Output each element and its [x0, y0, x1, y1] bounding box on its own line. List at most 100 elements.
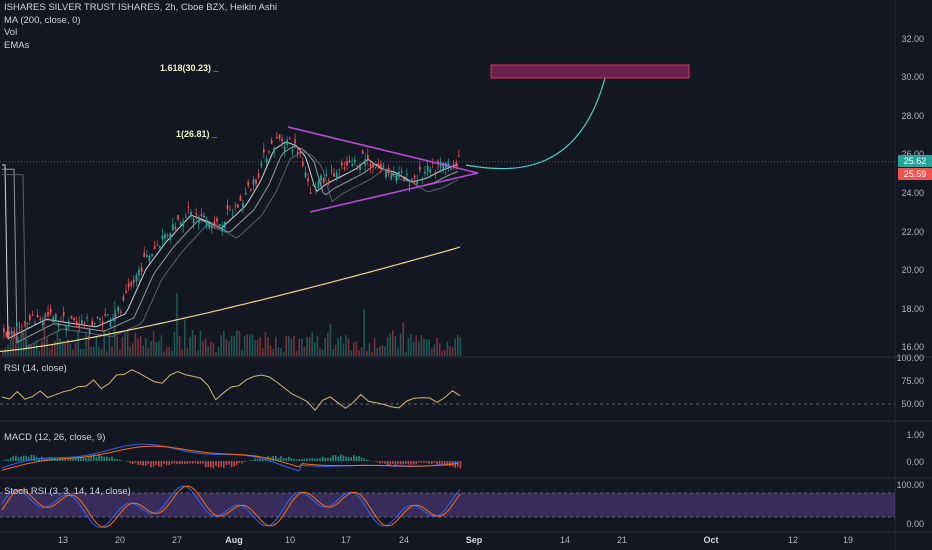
macd-histogram-bar: [38, 458, 40, 461]
macd-histogram-bar: [212, 461, 215, 469]
macd-histogram-bar: [280, 455, 282, 461]
macd-histogram-bar: [225, 461, 228, 466]
symbol-title[interactable]: ISHARES SILVER TRUST ISHARES, 2h, Cboe B…: [4, 2, 277, 13]
volume-bar: [342, 343, 345, 356]
time-axis-label: 10: [284, 535, 296, 545]
macd-histogram-bar: [103, 456, 105, 461]
candle-body: [281, 138, 283, 142]
macd-histogram-bar: [134, 461, 137, 464]
candle-body: [299, 152, 302, 154]
volume-bar: [46, 337, 48, 356]
candle-body: [380, 163, 382, 167]
candle-body: [70, 315, 73, 319]
price-axis-label: 26.00: [901, 149, 924, 159]
volume-bar: [363, 309, 365, 356]
candle-body: [263, 149, 265, 153]
macd-histogram-bar: [303, 458, 306, 461]
candle-body: [312, 184, 315, 186]
macd-histogram-bar: [342, 455, 345, 461]
macd-histogram-bar: [314, 458, 316, 461]
ma-indicator-label[interactable]: MA (200, close, 0): [4, 14, 81, 26]
candle-body: [328, 180, 330, 184]
candle-body: [265, 158, 268, 162]
stoch-rsi-label[interactable]: Stoch RSI (3, 3, 14, 14, close): [4, 486, 131, 497]
candle-body: [421, 178, 424, 180]
macd-histogram-bar: [436, 461, 438, 465]
volume-bar: [368, 343, 371, 356]
volume-bar: [142, 345, 144, 356]
volume-bar: [64, 343, 66, 356]
macd-histogram-bar: [194, 461, 196, 464]
candle-body: [23, 322, 26, 324]
volume-bar: [438, 343, 441, 356]
volume-bar: [277, 347, 280, 356]
time-axis-label: 27: [171, 535, 183, 545]
volume-bar: [204, 338, 207, 356]
volume-bar: [137, 338, 139, 356]
macd-histogram-bar: [376, 461, 378, 463]
volume-bar: [332, 348, 334, 356]
macd-histogram-bar: [438, 461, 441, 466]
candle-body: [166, 234, 169, 237]
candle-body: [34, 323, 36, 325]
macd-label[interactable]: MACD (12, 26, close, 9): [4, 432, 106, 443]
candle-body: [16, 322, 18, 326]
candle-body: [367, 154, 369, 160]
ema-indicator-label[interactable]: EMAs: [4, 39, 30, 51]
volume-bar: [67, 339, 69, 356]
volume-bar: [324, 337, 326, 356]
volume-bar: [35, 339, 38, 356]
volume-indicator-label[interactable]: Vol: [4, 27, 18, 38]
candle-body: [86, 317, 88, 319]
macd-histogram-bar: [160, 461, 163, 467]
volume-bar: [329, 324, 332, 356]
price-axis-label: 18.00: [901, 304, 924, 314]
volume-bar: [207, 346, 209, 356]
candle-body: [21, 330, 23, 333]
macd-histogram-bar: [46, 458, 48, 461]
volume-bar: [181, 349, 183, 356]
macd-histogram-bar: [155, 461, 157, 465]
volume-bar: [230, 336, 233, 356]
volume-bar: [124, 332, 126, 356]
fib-level-1[interactable]: 1(26.81) _: [176, 129, 218, 139]
macd-histogram-bar: [165, 461, 168, 466]
candle-body: [320, 175, 322, 181]
macd-histogram-bar: [69, 458, 72, 461]
macd-histogram-bar: [217, 461, 220, 468]
volume-bar: [134, 332, 137, 356]
candle-body: [182, 221, 185, 227]
candle-body: [146, 254, 148, 258]
volume-bar: [108, 330, 111, 356]
macd-histogram-bar: [379, 461, 381, 464]
price-axis-label: 16.00: [901, 342, 924, 352]
macd-histogram-bar: [207, 461, 209, 468]
candle-body: [161, 235, 164, 240]
volume-bar: [316, 336, 319, 356]
time-axis-label: 21: [616, 535, 628, 545]
volume-bar: [446, 341, 449, 356]
volume-bar: [95, 336, 98, 356]
volume-bar: [340, 335, 342, 356]
macd-histogram-bar: [204, 461, 207, 468]
candle-body: [361, 150, 364, 154]
ema-line: [2, 146, 459, 344]
macd-histogram-bar: [254, 458, 256, 461]
macd-histogram-bar: [381, 461, 384, 464]
rsi-label[interactable]: RSI (14, close): [4, 363, 67, 374]
volume-bar: [139, 336, 142, 356]
volume-bar: [428, 339, 430, 356]
volume-bar: [9, 340, 12, 356]
candle-body: [117, 307, 120, 312]
macd-histogram-bar: [20, 456, 22, 461]
candle-body: [338, 169, 341, 171]
fib-level-1618[interactable]: 1.618(30.23) _: [160, 63, 219, 73]
macd-histogram-bar: [7, 459, 9, 461]
macd-histogram-bar: [418, 461, 420, 463]
macd-histogram-bar: [197, 461, 199, 465]
volume-bar: [459, 336, 462, 356]
macd-histogram-bar: [137, 461, 139, 465]
macd-histogram-bar: [191, 461, 194, 464]
candle-body: [218, 224, 221, 227]
